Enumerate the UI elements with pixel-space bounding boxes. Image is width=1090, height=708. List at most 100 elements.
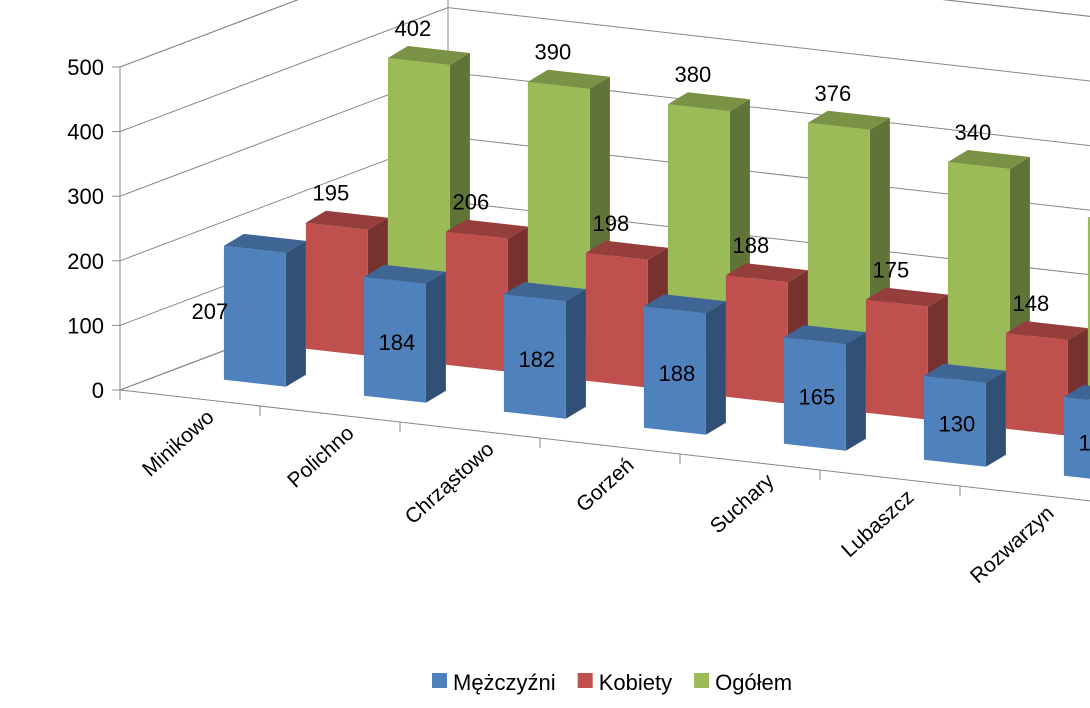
bar-top-face xyxy=(783,325,866,345)
bar xyxy=(223,233,306,387)
bar-top-face xyxy=(527,69,610,89)
gridline xyxy=(447,71,1090,147)
y-axis: 0 100 200 300 400 500 xyxy=(67,55,120,403)
bar-side-face xyxy=(285,240,306,387)
bar-front-face xyxy=(667,104,730,357)
bar-front-face xyxy=(865,299,928,420)
bar-top-face xyxy=(223,233,306,253)
bar xyxy=(503,282,586,419)
bar-side-face xyxy=(565,289,586,419)
data-label: 206 xyxy=(453,190,490,215)
data-label: 184 xyxy=(379,330,416,355)
bar-top-face xyxy=(947,150,1030,169)
y-tick-label: 0 xyxy=(92,378,104,403)
gridline xyxy=(447,200,1090,276)
bar-top-face xyxy=(1087,216,1090,219)
x-tick-label: Minikowo xyxy=(138,406,218,482)
bar-front-face xyxy=(445,231,508,372)
bar-top-face xyxy=(1005,321,1088,341)
gridline xyxy=(447,136,1090,211)
data-label: 148 xyxy=(1013,291,1050,316)
bar-front-face xyxy=(783,337,846,451)
legend-label: Kobiety xyxy=(599,670,672,695)
gridline xyxy=(119,7,449,133)
legend-swatch xyxy=(694,673,710,688)
legend-label: Mężczyźni xyxy=(453,670,556,695)
bar-front-face xyxy=(305,222,368,356)
data-label: 130 xyxy=(939,412,976,437)
bar-side-face xyxy=(705,301,726,435)
y-tick-label: 400 xyxy=(67,120,104,145)
bar-front-face xyxy=(1005,333,1068,436)
bar xyxy=(865,287,948,420)
bar-front-face xyxy=(923,375,986,467)
y-tick-label: 500 xyxy=(67,55,104,80)
gridline xyxy=(119,0,299,68)
bar-top-face xyxy=(643,294,726,314)
legend-item: Kobiety xyxy=(577,670,672,695)
bar-top-face xyxy=(1063,384,1090,400)
bar xyxy=(1063,384,1090,479)
data-label: 390 xyxy=(535,40,572,65)
bar-top-face xyxy=(585,240,668,260)
y-tick-label: 200 xyxy=(67,249,104,274)
bar-top-face xyxy=(865,287,948,307)
bar-front-face xyxy=(585,252,648,388)
bar-top-face xyxy=(503,282,586,302)
bar-side-face xyxy=(425,271,446,403)
data-label: 340 xyxy=(955,120,992,145)
data-label: 376 xyxy=(815,81,852,106)
x-tick-label: Suchary xyxy=(706,469,779,538)
bar-front-face xyxy=(1063,396,1090,479)
bar-front-face xyxy=(503,294,566,419)
data-label: 188 xyxy=(733,233,770,258)
bar xyxy=(923,363,1006,467)
y-tick-label: 300 xyxy=(67,184,104,209)
bar-top-face xyxy=(807,110,890,130)
x-tick-label: Lubaszcz xyxy=(837,486,918,562)
data-label: 165 xyxy=(799,384,836,409)
bar-front-face xyxy=(643,306,706,435)
bar-side-face xyxy=(845,332,866,451)
bar-front-face xyxy=(363,276,426,403)
bar-top-face xyxy=(923,363,1006,383)
bars xyxy=(223,46,1090,479)
x-tick-label: Chrząstowo xyxy=(401,438,499,529)
bar-front-face xyxy=(725,275,788,404)
bar-front-face xyxy=(527,81,590,341)
data-label: 195 xyxy=(313,181,350,206)
x-tick-label: Rozwarzyn xyxy=(966,502,1059,589)
legend-swatch xyxy=(577,673,593,688)
bar xyxy=(1087,216,1090,398)
legend-item: Ogółem xyxy=(694,670,792,695)
data-label: 198 xyxy=(593,211,630,236)
data-label: 380 xyxy=(675,62,712,87)
bar-front-face xyxy=(947,162,1010,389)
data-label: 122 xyxy=(1079,430,1090,455)
bar-front-face xyxy=(1087,218,1090,398)
data-label: 182 xyxy=(519,347,556,372)
bar xyxy=(363,264,446,403)
bar-side-face xyxy=(985,370,1006,467)
bar xyxy=(643,294,726,435)
bar-top-face xyxy=(725,263,808,283)
legend-item: Mężczyźni xyxy=(432,670,556,695)
data-label: 402 xyxy=(395,16,432,41)
y-tick-label: 100 xyxy=(67,313,104,338)
bar-front-face xyxy=(223,245,286,387)
bar-top-face xyxy=(445,219,528,239)
legend-label: Ogółem xyxy=(715,670,792,695)
bar-top-face xyxy=(305,210,388,230)
bar-top-face xyxy=(363,264,446,284)
data-label: 175 xyxy=(873,258,910,283)
bar-front-face xyxy=(807,122,870,373)
bar-front-face xyxy=(387,58,450,325)
gridline xyxy=(447,7,1090,82)
bar xyxy=(783,325,866,451)
data-labels: 4023903803763402782411952061981881751481… xyxy=(192,16,1090,455)
x-tick-label: Gorzeń xyxy=(572,454,639,517)
data-label: 207 xyxy=(192,299,229,324)
data-label: 188 xyxy=(659,361,696,386)
